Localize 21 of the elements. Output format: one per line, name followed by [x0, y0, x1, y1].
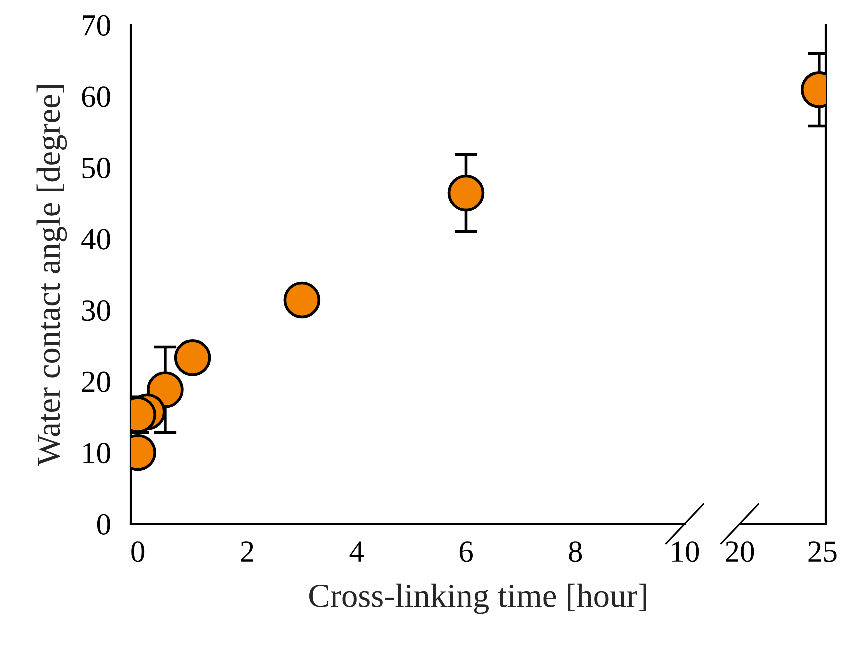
- x-tick-label: 25: [808, 542, 837, 562]
- y-tick-label: 30: [82, 300, 110, 322]
- y-tick-label: 0: [97, 514, 110, 535]
- x-tick-label: 0: [132, 542, 145, 562]
- point: [284, 282, 321, 319]
- point: [448, 174, 485, 212]
- x-tick-label: 20: [726, 542, 754, 562]
- y-tick-label: 60: [82, 86, 110, 108]
- x-axis-title: Cross-linking time [hour]: [310, 584, 646, 614]
- x-tick-label: 4: [350, 542, 364, 562]
- x-tick-label: 2: [241, 542, 254, 562]
- point: [174, 340, 212, 376]
- y-axis-title: Water contact angle [degree]: [36, 85, 68, 466]
- y-tick-label: 20: [82, 372, 110, 392]
- y-tick-label: 10: [84, 443, 110, 464]
- y-tick-label: 70: [83, 15, 110, 36]
- y-tick-label: 40: [82, 229, 110, 250]
- y-tick-label: 50: [82, 158, 110, 179]
- x-tick-label: 8: [569, 542, 582, 562]
- x-tick-label: 10: [672, 542, 700, 562]
- x-tick-label: 6: [460, 542, 473, 562]
